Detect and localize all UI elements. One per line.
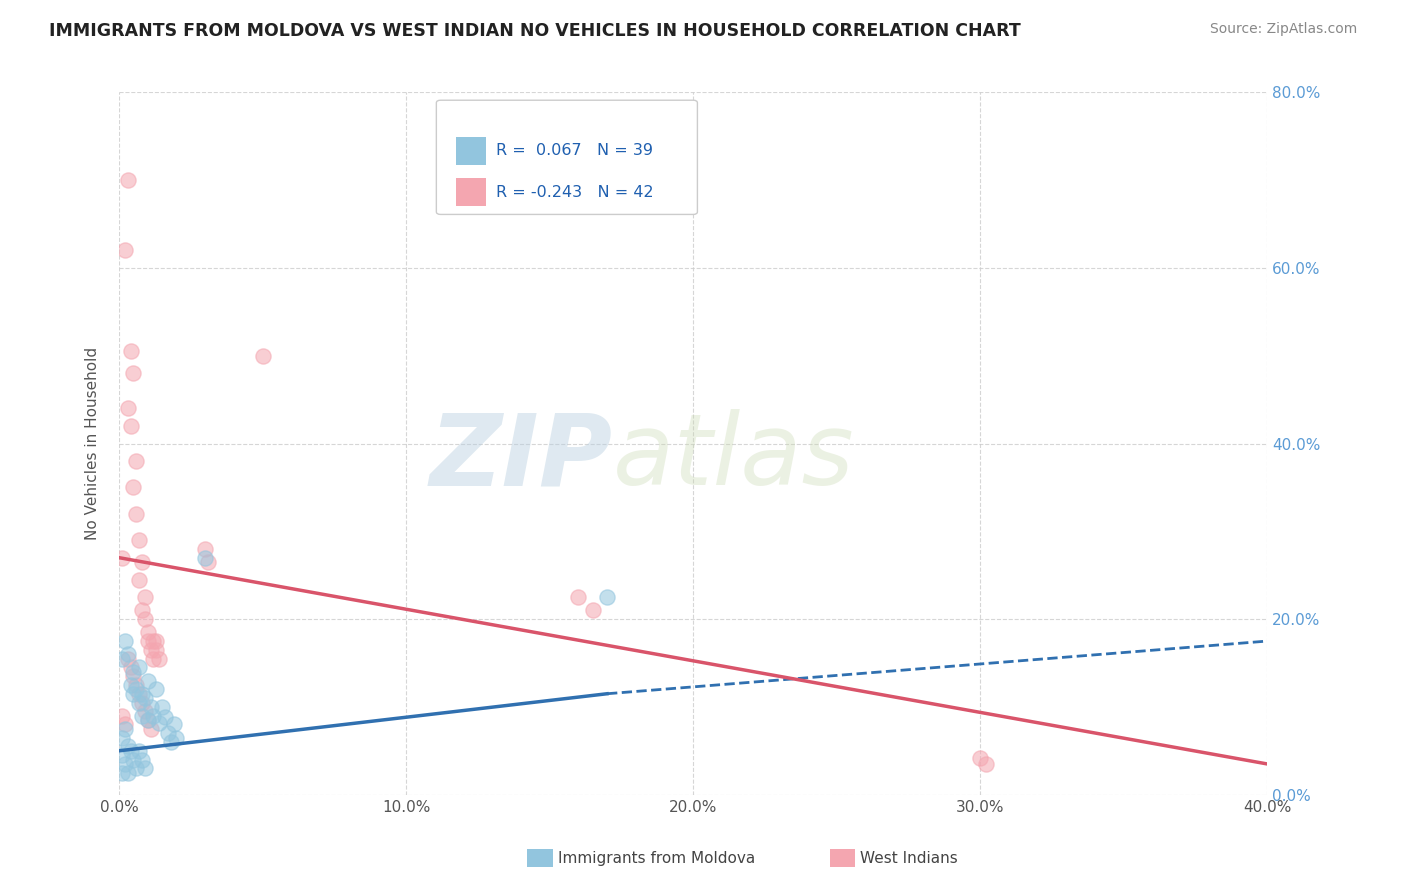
Point <box>145 643 167 657</box>
Point <box>142 634 165 648</box>
Point <box>117 765 139 780</box>
Point <box>114 634 136 648</box>
Point <box>194 550 217 565</box>
Point <box>122 753 145 767</box>
Point <box>153 710 176 724</box>
Point <box>134 612 156 626</box>
Point <box>111 550 134 565</box>
Point <box>567 590 589 604</box>
Text: R = -0.243   N = 42: R = -0.243 N = 42 <box>496 185 654 200</box>
Point <box>111 748 134 763</box>
Y-axis label: No Vehicles in Household: No Vehicles in Household <box>86 347 100 540</box>
Point <box>111 651 134 665</box>
Point <box>122 669 145 683</box>
Point <box>114 717 136 731</box>
Point <box>120 344 142 359</box>
Point <box>117 173 139 187</box>
Point <box>166 731 188 745</box>
Point <box>136 713 159 727</box>
Point <box>136 625 159 640</box>
Point <box>125 678 148 692</box>
Point <box>142 708 165 723</box>
Point <box>122 366 145 380</box>
Point <box>128 573 150 587</box>
Point <box>111 765 134 780</box>
Point <box>117 739 139 754</box>
Point <box>974 756 997 771</box>
Point <box>131 555 153 569</box>
Point <box>134 704 156 718</box>
Point <box>145 682 167 697</box>
Point <box>128 660 150 674</box>
Point <box>122 480 145 494</box>
Text: atlas: atlas <box>613 409 855 506</box>
Point <box>128 744 150 758</box>
Point <box>114 722 136 736</box>
Point <box>125 507 148 521</box>
Point <box>120 419 142 434</box>
Point <box>134 590 156 604</box>
Point <box>148 651 170 665</box>
Point <box>131 696 153 710</box>
Text: R =  0.067   N = 39: R = 0.067 N = 39 <box>496 144 654 158</box>
Text: Immigrants from Moldova: Immigrants from Moldova <box>558 851 755 865</box>
Point <box>120 678 142 692</box>
Point <box>148 715 170 730</box>
Point <box>111 731 134 745</box>
Point <box>111 708 134 723</box>
Point <box>194 541 217 556</box>
Point <box>136 713 159 727</box>
Point <box>150 699 173 714</box>
Point <box>131 603 153 617</box>
Text: West Indians: West Indians <box>860 851 959 865</box>
Text: Source: ZipAtlas.com: Source: ZipAtlas.com <box>1209 22 1357 37</box>
Point <box>125 761 148 775</box>
Point <box>139 643 162 657</box>
Point <box>120 744 142 758</box>
Point <box>134 691 156 706</box>
Point <box>114 244 136 258</box>
Point <box>139 699 162 714</box>
Point <box>139 722 162 736</box>
Text: ZIP: ZIP <box>430 409 613 506</box>
Point <box>122 665 145 679</box>
Point <box>117 651 139 665</box>
Point <box>159 735 181 749</box>
Point <box>128 687 150 701</box>
Point <box>145 634 167 648</box>
Point <box>131 708 153 723</box>
Point <box>131 753 153 767</box>
Point <box>142 651 165 665</box>
Point <box>125 682 148 697</box>
Point <box>156 726 179 740</box>
Point <box>117 401 139 416</box>
Point <box>122 687 145 701</box>
Text: IMMIGRANTS FROM MOLDOVA VS WEST INDIAN NO VEHICLES IN HOUSEHOLD CORRELATION CHAR: IMMIGRANTS FROM MOLDOVA VS WEST INDIAN N… <box>49 22 1021 40</box>
Point <box>114 756 136 771</box>
Point <box>117 647 139 661</box>
Point <box>596 590 619 604</box>
Point <box>120 660 142 674</box>
Point <box>125 454 148 468</box>
Point <box>136 634 159 648</box>
Point <box>252 349 274 363</box>
Point <box>582 603 605 617</box>
Point <box>197 555 219 569</box>
Point <box>969 751 991 765</box>
Point <box>128 696 150 710</box>
Point <box>128 533 150 547</box>
Point <box>134 761 156 775</box>
Point <box>136 673 159 688</box>
Point <box>131 687 153 701</box>
Point <box>162 717 184 731</box>
